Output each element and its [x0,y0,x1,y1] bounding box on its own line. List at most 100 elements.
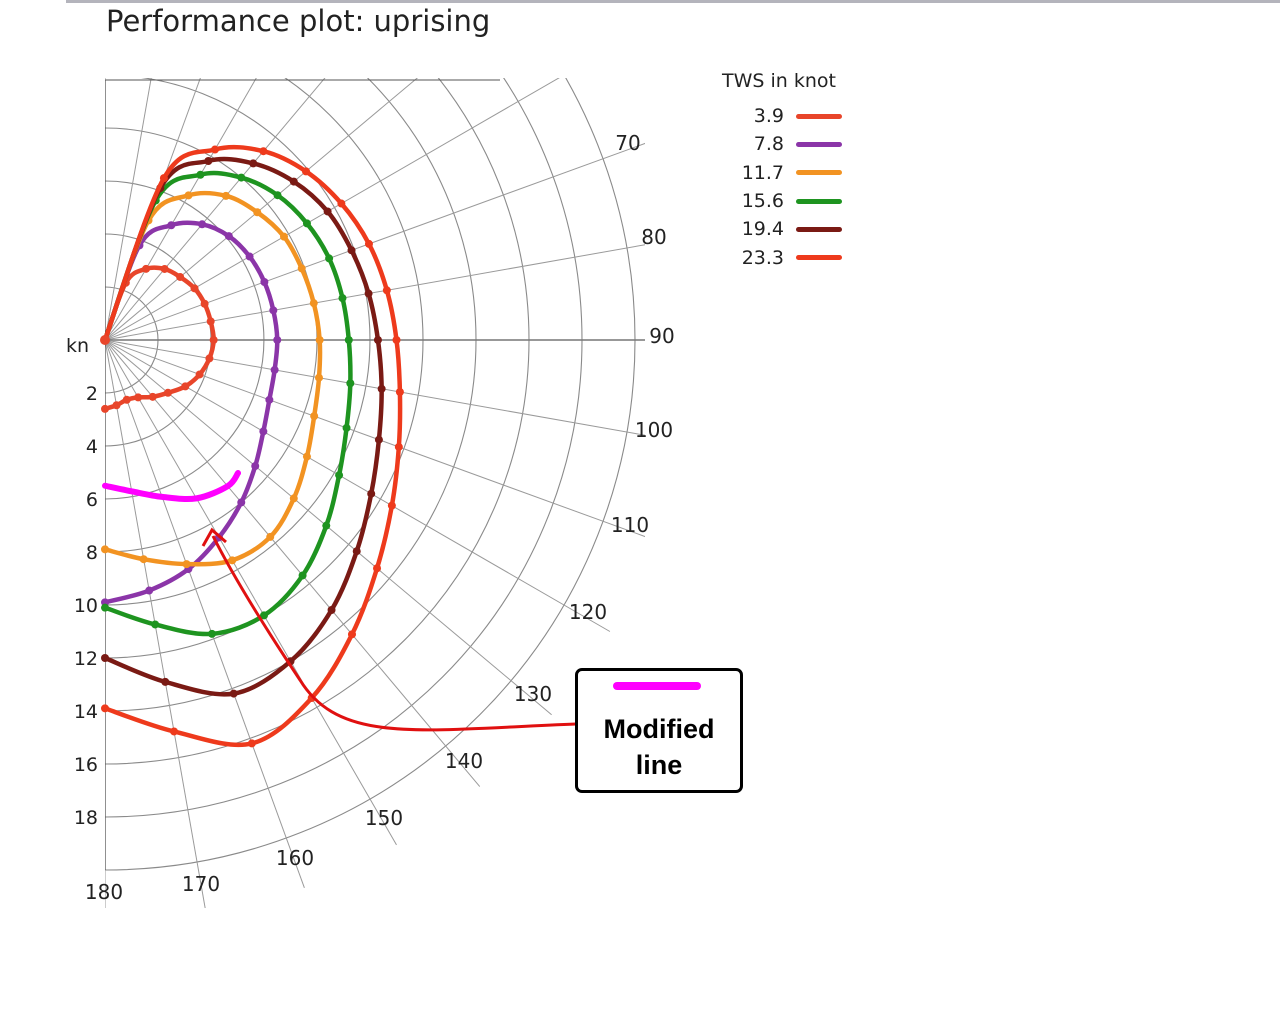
series-point [324,207,332,215]
series-point [345,336,353,344]
series-point [302,167,310,175]
series-point [237,498,245,506]
series-point [113,401,121,409]
radial-tick-label: 14 [74,701,98,723]
series-point [378,385,386,393]
legend-item: 7.8 [722,130,842,158]
legend: TWS in knot 3.9 7.8 11.7 15.6 19.4 23.3 [722,70,842,272]
radial-tick-label: 10 [74,595,98,617]
legend-item: 19.4 [722,215,842,243]
series-point [101,704,109,712]
series-point [303,219,311,227]
angle-tick-label: 70 [615,131,640,155]
series-point [374,336,382,344]
series-point [101,654,109,662]
grid-spoke [105,340,304,888]
series-point [181,382,189,390]
series-point [299,571,307,579]
legend-item: 15.6 [722,187,842,215]
series-point [290,178,298,186]
series-point [140,555,148,563]
series-point [365,290,373,298]
series-point [280,233,288,241]
series-point [393,336,401,344]
angle-tick-label: 100 [635,418,673,442]
grid-spoke [105,141,653,340]
series-point [253,208,261,216]
series-point [196,171,204,179]
series-point [335,471,343,479]
grid-spoke [105,0,397,340]
series-point [210,336,218,344]
series-point [395,443,403,451]
series-point [237,174,245,182]
series-point [151,620,159,628]
angle-tick-label: 90 [649,324,674,348]
series-point [161,265,169,273]
legend-label: 15.6 [722,190,784,212]
series-point [375,436,383,444]
series-point [310,299,318,307]
series-point [290,494,298,502]
angle-tick-label: 80 [641,225,666,249]
radial-tick-label: 6 [86,489,98,511]
series-point [271,366,279,374]
series-point [273,336,281,344]
series-point [396,388,404,396]
legend-swatch [796,114,842,119]
series-point [164,389,172,397]
series-point [101,604,109,612]
legend-label: 23.3 [722,247,784,269]
angle-tick-label: 150 [365,806,403,830]
series-point [353,547,361,555]
angle-tick-label: 110 [611,513,649,537]
radial-tick-label: 16 [74,754,98,776]
legend-swatch [796,142,842,147]
series-point [259,147,267,155]
legend-item: 23.3 [722,243,842,271]
series-point [322,522,330,530]
series-point [204,157,212,165]
series-point [134,393,142,401]
series-point [298,264,306,272]
legend-title: TWS in knot [722,70,842,92]
series-line-19.4 [105,159,382,694]
legend-label: 19.4 [722,218,784,240]
radial-axis-label: kn [66,335,89,357]
series-point [346,379,354,387]
series-point [198,220,206,228]
series-point [228,556,236,564]
series-point [260,278,268,286]
series-point [161,678,169,686]
angle-tick-label: 120 [569,600,607,624]
series-point [251,462,259,470]
radial-tick-label: 8 [86,542,98,564]
radial-tick-label: 12 [74,648,98,670]
legend-swatch [796,227,842,232]
series-point [246,253,254,261]
angle-tick-label: 170 [182,872,220,896]
series-point [149,393,157,401]
series-point [367,490,375,498]
series-point [205,354,213,362]
callout-box: Modified line [575,668,743,793]
origin-point [100,335,110,345]
legend-label: 7.8 [722,133,784,155]
grid-spoke [105,0,480,340]
series-point [348,630,356,638]
grid-arc [105,0,582,817]
angle-tick-label: 160 [276,846,314,870]
series-point [259,427,267,435]
grid-spoke [105,49,610,341]
series-point [328,606,336,614]
angle-tick-label: 130 [514,682,552,706]
series-point [123,396,131,404]
modified-line [105,473,238,499]
legend-swatch [796,199,842,204]
legend-label: 11.7 [722,162,784,184]
series-point [265,396,273,404]
grid-spoke [105,340,679,441]
series-point [388,502,396,510]
series-point [249,159,257,167]
legend-swatch [796,255,842,260]
